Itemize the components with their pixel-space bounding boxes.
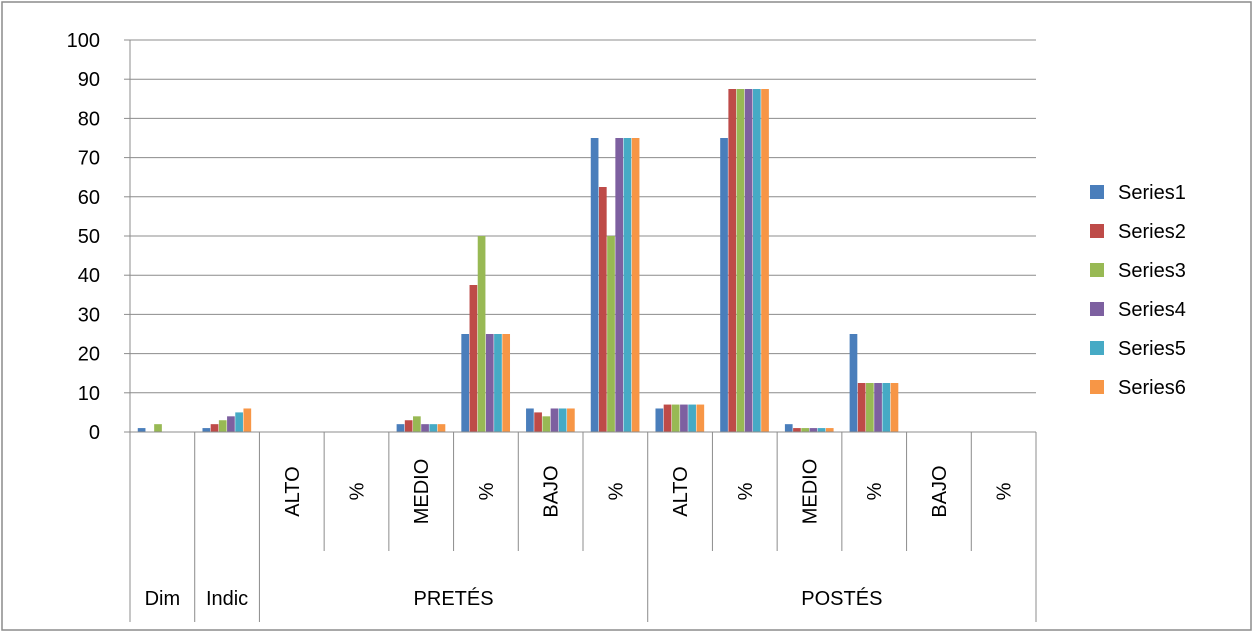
x-category-label: BAJO (929, 465, 951, 517)
bar-series4-9 (745, 89, 753, 432)
bar-series6-6 (567, 408, 575, 432)
bar-series3-8 (672, 405, 680, 432)
bar-series4-1 (227, 416, 235, 432)
x-category-label: MEDIO (411, 459, 433, 525)
bar-series5-1 (235, 412, 243, 432)
bar-series1-1 (202, 428, 210, 432)
bar-series3-0 (154, 424, 162, 432)
x-group-label: POSTÉS (801, 587, 882, 610)
bar-series1-4 (397, 424, 405, 432)
legend-label: Series1 (1118, 182, 1186, 204)
bar-series5-4 (429, 424, 437, 432)
bar-series1-9 (720, 138, 728, 432)
bar-series2-1 (211, 424, 219, 432)
y-tick-label: 100 (67, 30, 100, 52)
bar-series4-7 (615, 138, 623, 432)
bar-series1-0 (138, 428, 146, 432)
bar-series6-4 (438, 424, 446, 432)
x-category-label: % (347, 482, 369, 500)
x-category-label: ALTO (282, 466, 304, 516)
bar-series2-11 (858, 383, 866, 432)
bar-series2-6 (534, 412, 542, 432)
legend-swatch (1090, 341, 1104, 355)
bar-series3-5 (478, 236, 486, 432)
x-category-label: BAJO (541, 465, 563, 517)
bar-series6-10 (826, 428, 834, 432)
bar-series5-9 (753, 89, 761, 432)
bar-series1-11 (850, 334, 858, 432)
y-tick-label: 0 (89, 422, 100, 444)
legend-swatch (1090, 185, 1104, 199)
y-tick-label: 40 (78, 265, 100, 287)
bar-series1-8 (655, 408, 663, 432)
bar-series5-6 (559, 408, 567, 432)
bar-series5-10 (818, 428, 826, 432)
bar-series2-4 (405, 420, 413, 432)
legend-label: Series2 (1118, 221, 1186, 243)
bar-series2-8 (664, 405, 672, 432)
legend-label: Series5 (1118, 338, 1186, 360)
legend-swatch (1090, 380, 1104, 394)
y-tick-label: 10 (78, 383, 100, 405)
bar-series4-4 (421, 424, 429, 432)
bar-series1-10 (785, 424, 793, 432)
bar-series6-11 (891, 383, 899, 432)
bar-series4-5 (486, 334, 494, 432)
bar-series6-8 (696, 405, 704, 432)
legend-label: Series3 (1118, 260, 1186, 282)
bar-series5-7 (624, 138, 632, 432)
bar-series3-11 (866, 383, 874, 432)
bar-series3-1 (219, 420, 227, 432)
bar-series4-8 (680, 405, 688, 432)
y-tick-label: 90 (78, 69, 100, 91)
x-group-label: PRETÉS (414, 587, 494, 610)
bar-series3-7 (607, 236, 615, 432)
y-tick-label: 80 (78, 108, 100, 130)
y-tick-label: 20 (78, 344, 100, 366)
bar-series1-5 (461, 334, 469, 432)
legend-swatch (1090, 263, 1104, 277)
bar-series2-7 (599, 187, 607, 432)
bar-series6-7 (632, 138, 640, 432)
bar-series2-5 (470, 285, 478, 432)
y-tick-label: 50 (78, 226, 100, 248)
legend-label: Series6 (1118, 377, 1186, 399)
bar-series3-4 (413, 416, 421, 432)
y-tick-label: 70 (78, 148, 100, 170)
bar-series2-10 (793, 428, 801, 432)
bar-series2-9 (728, 89, 736, 432)
y-tick-label: 60 (78, 187, 100, 209)
x-category-label: % (735, 482, 757, 500)
x-category-label: ALTO (670, 466, 692, 516)
legend-swatch (1090, 224, 1104, 238)
legend-swatch (1090, 302, 1104, 316)
x-category-label: MEDIO (800, 459, 822, 525)
x-category-label: % (994, 482, 1016, 500)
x-category-label: % (864, 482, 886, 500)
x-group-label: Dim (145, 588, 181, 610)
bar-series1-7 (591, 138, 599, 432)
bar-series4-6 (551, 408, 559, 432)
x-group-label: Indic (206, 588, 248, 610)
bar-series5-5 (494, 334, 502, 432)
y-tick-label: 30 (78, 304, 100, 326)
bar-series6-1 (243, 408, 251, 432)
bar-series5-8 (688, 405, 696, 432)
bar-series4-11 (874, 383, 882, 432)
bar-series5-11 (882, 383, 890, 432)
bar-series3-9 (737, 89, 745, 432)
bar-series3-6 (542, 416, 550, 432)
bar-series3-10 (801, 428, 809, 432)
bar-series1-6 (526, 408, 534, 432)
bar-series4-10 (810, 428, 818, 432)
legend-label: Series4 (1118, 299, 1186, 321)
x-category-label: % (605, 482, 627, 500)
x-category-label: % (476, 482, 498, 500)
bar-series6-9 (761, 89, 769, 432)
bar-series6-5 (502, 334, 510, 432)
